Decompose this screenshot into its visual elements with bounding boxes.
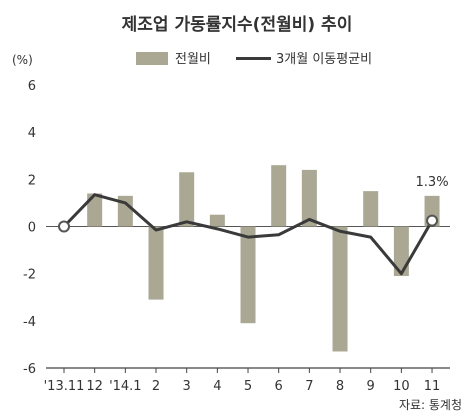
bar	[117, 195, 133, 227]
legend: 전월비 3개월 이동평균비	[136, 52, 372, 67]
line-endpoint-marker	[426, 214, 439, 227]
source-note: 자료: 통계청	[399, 398, 462, 412]
bar	[393, 226, 409, 277]
bar	[240, 226, 256, 324]
value-annotation: 1.3%	[416, 175, 449, 190]
x-tick-label: 10	[393, 379, 410, 394]
x-tick-label: 5	[244, 379, 252, 394]
bar	[87, 193, 103, 227]
x-tick-label: 9	[367, 379, 375, 394]
line-endpoint-marker	[58, 220, 70, 233]
bar	[363, 191, 379, 227]
bar	[209, 214, 225, 227]
annotations: 1.3%	[416, 175, 449, 190]
x-tick-label: 3	[183, 379, 191, 394]
bar	[332, 226, 348, 352]
x-tick-label: 4	[213, 379, 221, 394]
legend-bar-label: 전월비	[175, 52, 211, 67]
bar	[179, 172, 195, 227]
y-tick-label: 6	[28, 79, 36, 94]
x-tick-label: 12	[86, 379, 103, 394]
line-series	[58, 193, 439, 276]
chart-title: 제조업 가동률지수(전월비) 추이	[122, 15, 353, 35]
x-tick-label: '14.1	[109, 379, 142, 394]
y-tick-label: -4	[23, 315, 36, 330]
y-axis-unit-label: (%)	[12, 53, 33, 67]
y-tick-label: 2	[28, 173, 36, 188]
y-tick-label: -6	[23, 362, 36, 377]
bar	[148, 226, 164, 300]
x-tick-label: 6	[275, 379, 283, 394]
legend-bar-swatch	[136, 52, 168, 65]
x-tick-label: 11	[424, 379, 441, 394]
bar	[271, 165, 287, 227]
x-tick-label: 7	[305, 379, 313, 394]
x-tick-label: 2	[152, 379, 160, 394]
y-tick-label: -2	[23, 268, 36, 283]
legend-line-label: 3개월 이동평균비	[276, 52, 372, 67]
y-tick-label: 0	[28, 221, 36, 236]
y-axis: 6 4 2 0 -2 -4 -6	[23, 79, 450, 377]
bar-series	[87, 165, 440, 352]
x-tick-label: 8	[336, 379, 344, 394]
x-tick-label: '13.11	[44, 379, 85, 394]
bar	[301, 169, 317, 227]
series-line	[62, 193, 434, 276]
y-tick-label: 4	[28, 126, 36, 141]
x-axis: '13.11 12 '14.1 2 3 4 5 6 7 8 9 10 11	[44, 368, 441, 394]
